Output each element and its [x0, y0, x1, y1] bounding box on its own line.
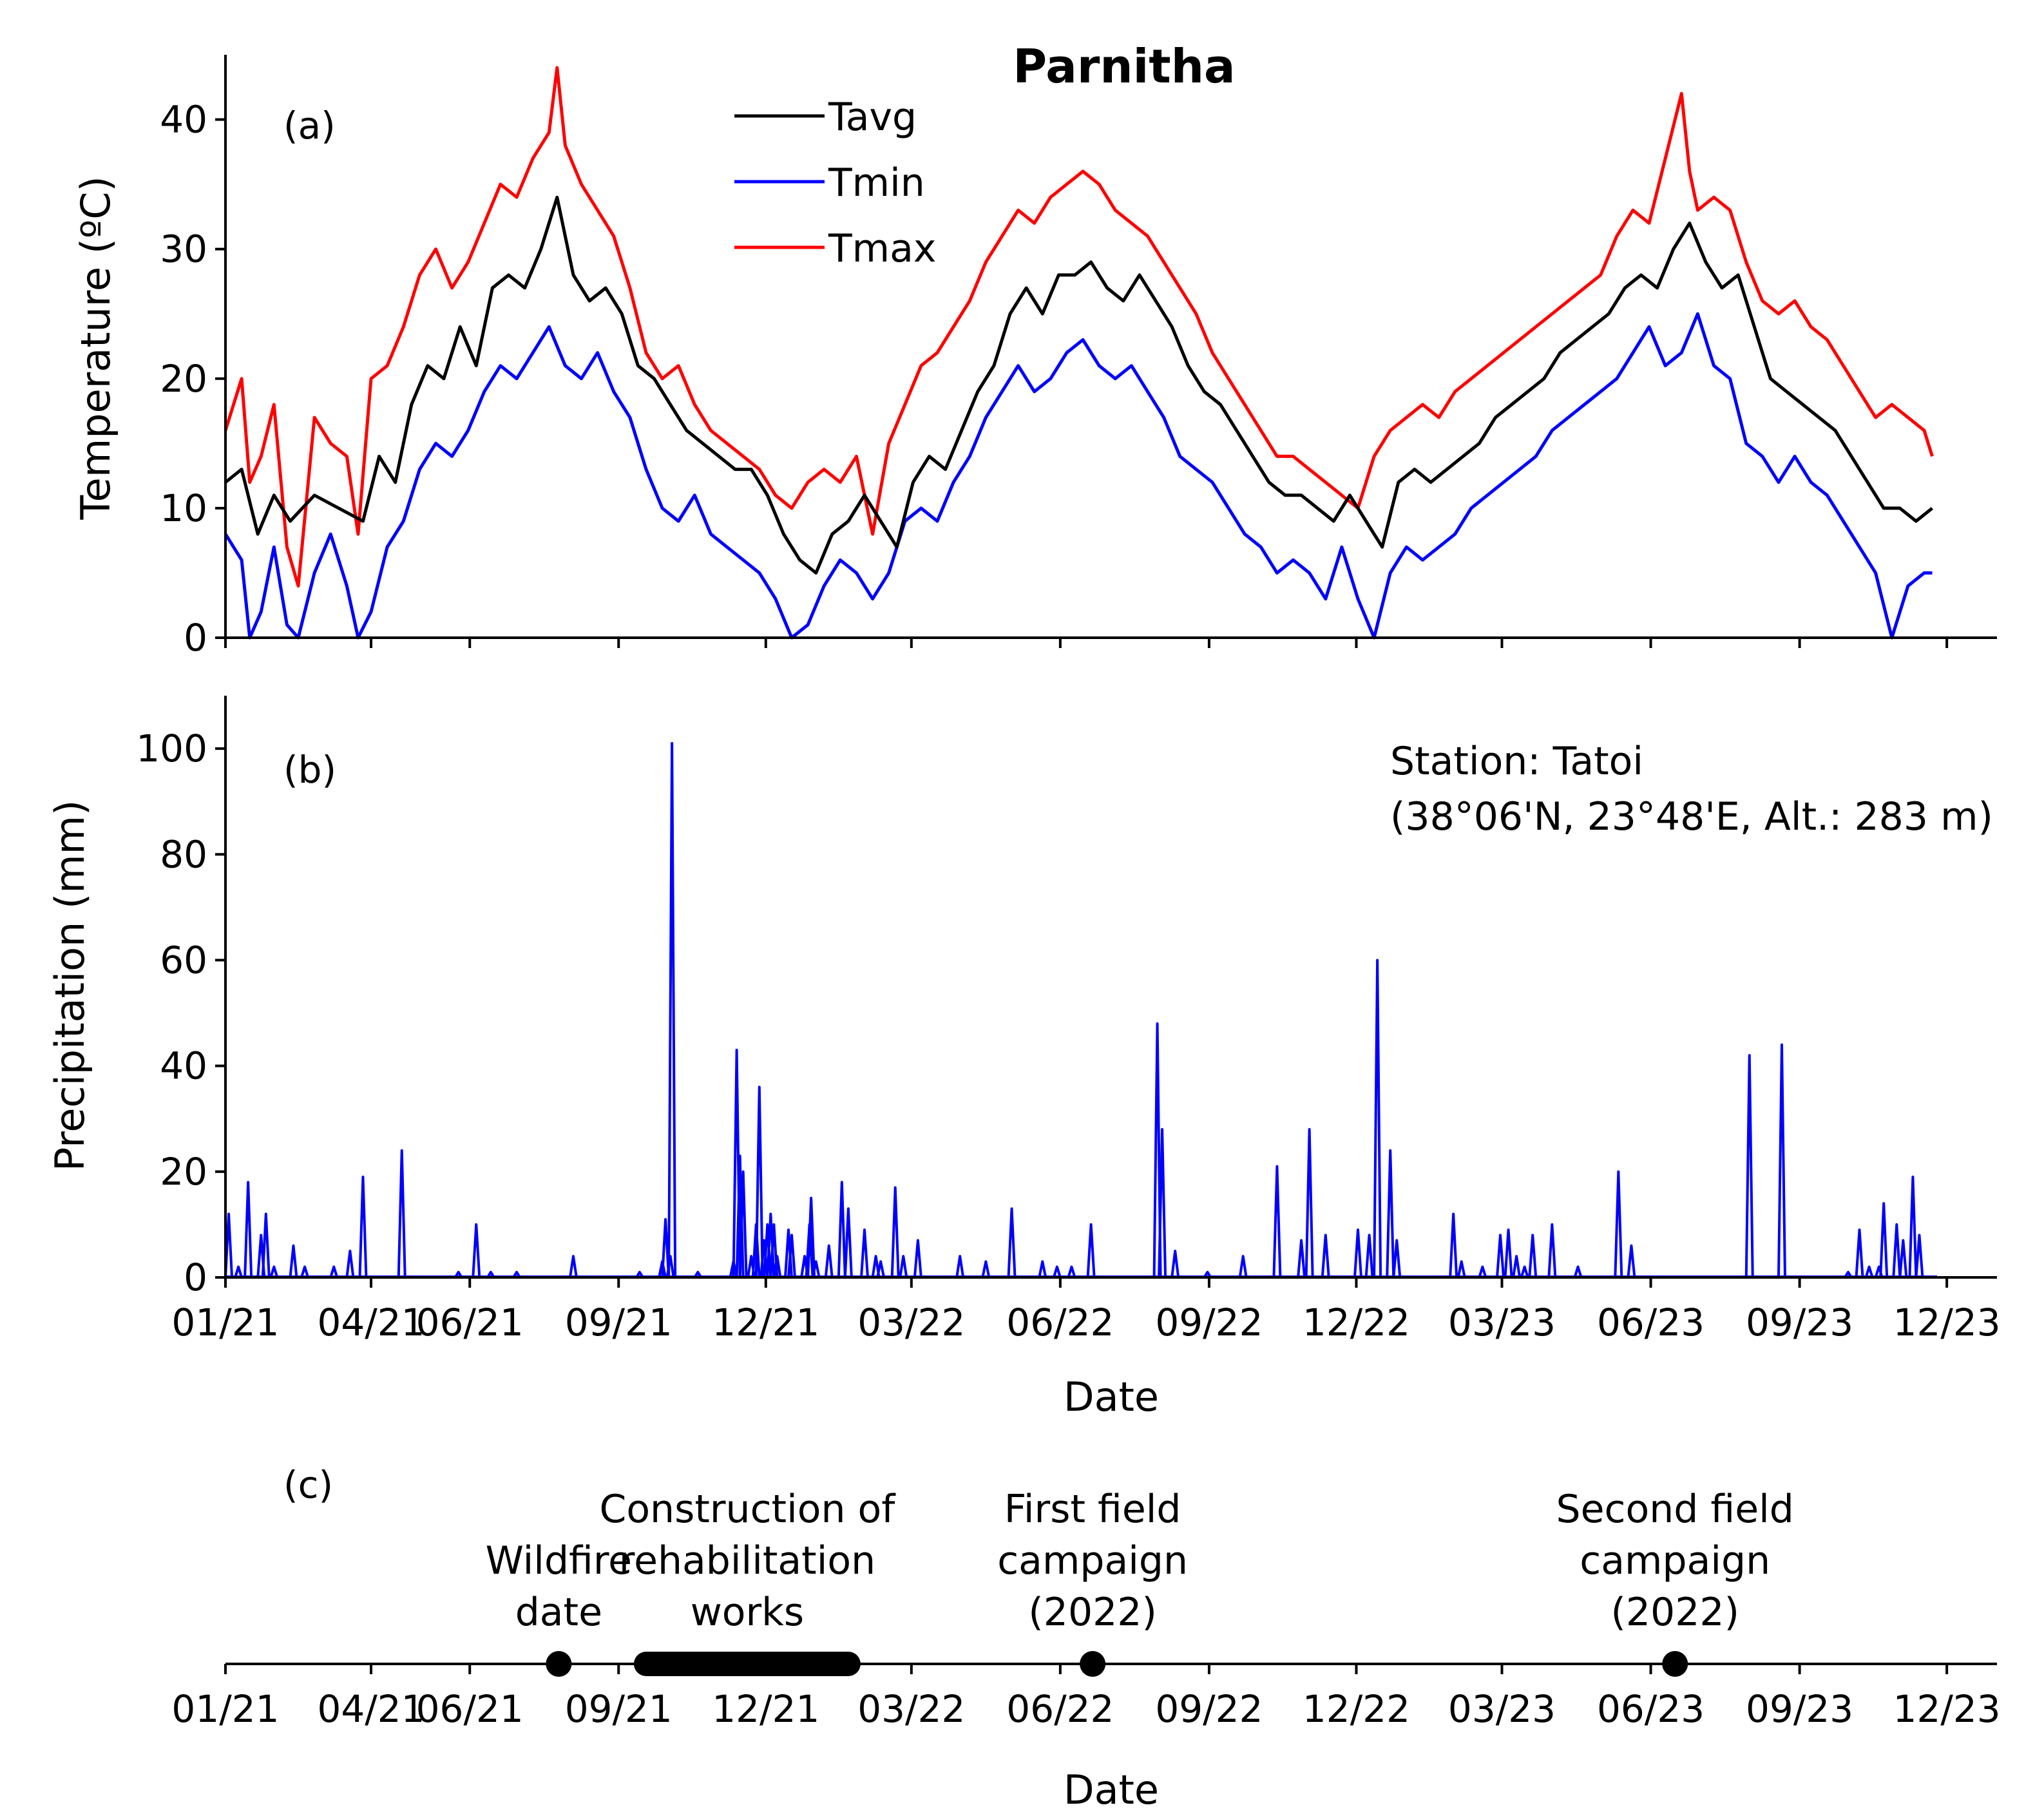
station-name: Station: Tatoi: [1390, 739, 1643, 784]
y-tick-label: 80: [160, 832, 207, 876]
event-label-1-line-1: rehabilitation: [619, 1538, 875, 1583]
panel-c-x-axis-label: Date: [1064, 1766, 1159, 1813]
x-tick-label: 03/23: [1448, 1687, 1556, 1731]
x-tick-label: 03/22: [857, 1301, 965, 1344]
x-tick-label: 12/22: [1303, 1301, 1410, 1344]
event-label-2-line-0: First field: [1004, 1487, 1181, 1532]
legend-label-tavg: Tavg: [828, 95, 917, 140]
panel-a-legend: Tavg Tmin Tmax: [734, 95, 936, 271]
y-tick-label: 0: [184, 1255, 207, 1299]
x-tick-label: 06/21: [416, 1301, 524, 1344]
event-marker-0: [546, 1651, 572, 1677]
y-tick-label: 40: [160, 98, 207, 142]
station-coordinates: (38°06'N, 23°48'E, Alt.: 283 m): [1390, 794, 1993, 839]
panel-c-events: Wildfire date Construction of rehabilitatio…: [486, 1487, 1794, 1677]
x-tick-label: 06/23: [1597, 1687, 1705, 1731]
x-tick-label: 09/21: [565, 1687, 673, 1731]
x-tick-label: 09/23: [1746, 1301, 1853, 1344]
panel-b-y-ticks: 0 20 40 60 80 100: [136, 727, 225, 1299]
y-tick-label: 60: [160, 938, 207, 982]
event-label-2-line-1: campaign: [997, 1538, 1188, 1583]
x-tick-label: 09/22: [1155, 1301, 1263, 1344]
panel-c-label: (c): [283, 1463, 333, 1507]
event-label-0-line-1: date: [515, 1590, 602, 1635]
x-tick-label: 09/22: [1155, 1687, 1263, 1731]
panel-a-label: (a): [283, 104, 336, 148]
event-label-3-line-1: campaign: [1580, 1538, 1770, 1583]
x-tick-label: 03/23: [1448, 1301, 1556, 1344]
x-tick-label: 03/22: [857, 1687, 965, 1731]
x-tick-label: 06/23: [1597, 1301, 1705, 1344]
panel-a-series-group: [224, 66, 1934, 640]
event-label-0-line-0: Wildfire: [486, 1538, 633, 1583]
x-tick-label: 09/21: [565, 1301, 673, 1344]
y-tick-label: 100: [136, 727, 207, 770]
x-tick-label: 01/21: [171, 1301, 279, 1344]
x-tick-label: 06/22: [1006, 1301, 1114, 1344]
x-tick-label: 12/23: [1893, 1301, 2001, 1344]
event-marker-2: [1080, 1651, 1106, 1677]
panel-a-y-axis-label: Temperature (ºC): [72, 176, 119, 520]
y-tick-label: 0: [184, 616, 207, 660]
figure-title: Parnitha: [1013, 39, 1235, 93]
panel-b-y-axis-label: Precipitation (mm): [46, 800, 93, 1171]
event-marker-3: [1662, 1651, 1688, 1677]
x-tick-label: 12/22: [1303, 1687, 1410, 1731]
panel-a-x-ticks: [224, 638, 1949, 648]
x-tick-label: 12/23: [1893, 1687, 2001, 1731]
series-line-tmin: [224, 312, 1933, 640]
legend-label-tmin: Tmin: [828, 160, 925, 205]
panel-a-y-ticks: 0 10 20 30 40: [160, 98, 225, 660]
x-tick-label: 12/21: [712, 1687, 819, 1731]
x-tick-label: 06/21: [416, 1687, 524, 1731]
x-tick-label: 04/21: [317, 1301, 425, 1344]
event-label-3-line-0: Second field: [1556, 1487, 1794, 1532]
y-tick-label: 20: [160, 1150, 207, 1194]
event-label-3-line-2: (2022): [1610, 1590, 1739, 1635]
event-label-1-line-0: Construction of: [599, 1487, 896, 1532]
panel-a: (a) 0 10 20 30 40 Temperature (ºC) Tavg Tmin…: [72, 55, 1997, 660]
panel-b-label: (b): [283, 748, 336, 792]
y-tick-label: 40: [160, 1044, 207, 1088]
x-tick-label: 01/21: [171, 1687, 279, 1731]
x-tick-label: 12/21: [712, 1301, 819, 1344]
y-tick-label: 30: [160, 227, 207, 271]
x-tick-label: 09/23: [1746, 1687, 1853, 1731]
y-tick-label: 10: [160, 486, 207, 530]
legend-label-tmax: Tmax: [828, 226, 936, 271]
y-tick-label: 20: [160, 357, 207, 401]
x-tick-label: 04/21: [317, 1687, 425, 1731]
series-line-tavg: [224, 195, 1934, 575]
panel-b-x-axis-label: Date: [1064, 1373, 1159, 1420]
series-line-tmax: [224, 66, 1934, 588]
event-label-1-line-2: works: [691, 1590, 804, 1635]
event-label-2-line-2: (2022): [1028, 1590, 1157, 1635]
x-tick-label: 06/22: [1006, 1687, 1114, 1731]
